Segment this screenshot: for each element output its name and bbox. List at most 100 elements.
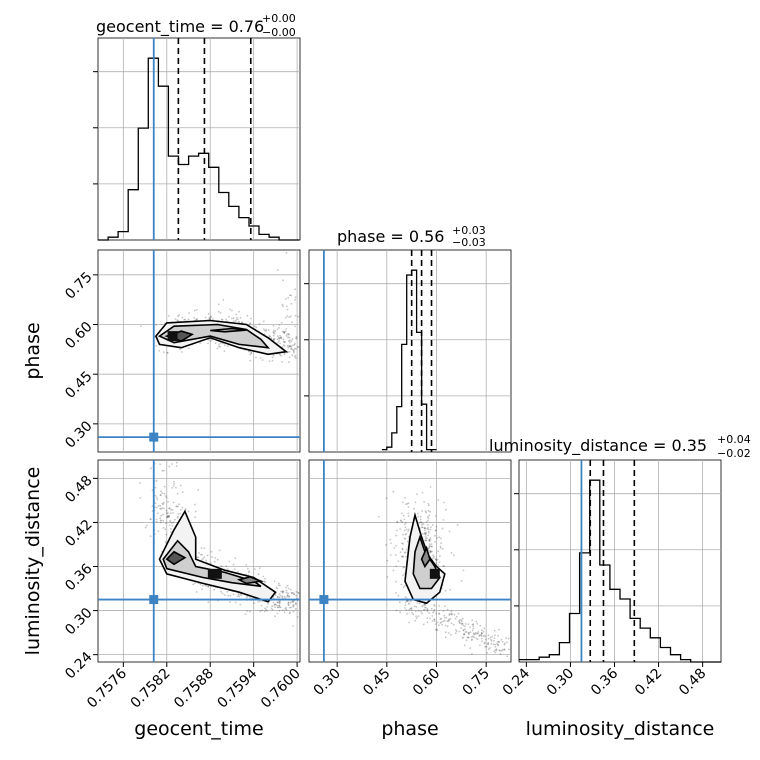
sample-point xyxy=(427,547,430,550)
sample-point xyxy=(278,604,281,607)
sample-point xyxy=(430,551,432,553)
sample-point xyxy=(406,503,409,505)
sample-point xyxy=(437,499,440,501)
sample-point xyxy=(154,494,157,497)
sample-point xyxy=(441,527,444,530)
sample-point xyxy=(424,535,427,538)
sample-point xyxy=(414,501,417,504)
sample-point xyxy=(435,525,438,528)
sample-point xyxy=(156,498,159,501)
sample-point xyxy=(157,530,160,532)
sample-point xyxy=(410,600,412,603)
sample-point xyxy=(403,566,406,569)
sample-point xyxy=(468,631,471,634)
sample-point xyxy=(438,612,440,615)
sample-point xyxy=(231,309,233,312)
sample-point xyxy=(281,330,284,333)
sample-point xyxy=(195,308,198,311)
sample-point xyxy=(274,330,277,333)
sample-point xyxy=(278,340,280,342)
sample-point xyxy=(494,643,496,646)
sample-point xyxy=(168,514,171,517)
sample-point xyxy=(248,350,251,353)
sample-point xyxy=(400,519,402,522)
sample-point xyxy=(168,507,171,510)
xlabel-luminosity-distance: luminosity_distance xyxy=(526,718,715,740)
sample-point xyxy=(220,565,223,567)
sample-point xyxy=(400,583,403,586)
sample-point xyxy=(445,508,447,511)
sample-point xyxy=(483,634,486,637)
sample-point xyxy=(438,613,441,615)
sample-point xyxy=(195,510,197,513)
sample-point xyxy=(425,520,428,523)
sample-point xyxy=(402,555,405,558)
sample-point xyxy=(490,643,493,645)
sample-point xyxy=(399,528,402,530)
sample-point xyxy=(289,611,291,614)
sample-point xyxy=(496,641,499,643)
sample-point xyxy=(278,609,281,612)
sample-point xyxy=(263,329,266,332)
sample-point xyxy=(475,620,478,623)
sample-point xyxy=(487,642,489,645)
sample-point xyxy=(460,627,462,629)
sample-point xyxy=(167,500,170,503)
sample-point xyxy=(165,496,168,499)
sample-point xyxy=(398,601,401,604)
sample-point xyxy=(159,517,162,520)
sample-point xyxy=(212,318,214,320)
sample-point xyxy=(401,542,404,544)
title-luminosity-distance-plus: +0.04 xyxy=(717,433,751,446)
sample-point xyxy=(164,540,167,543)
sample-point xyxy=(287,587,290,590)
sample-point xyxy=(238,310,241,313)
sample-point xyxy=(392,490,395,493)
sample-point xyxy=(385,497,388,500)
sample-point xyxy=(278,600,280,603)
sample-point xyxy=(177,505,179,508)
sample-point xyxy=(425,606,427,609)
sample-point xyxy=(414,619,417,622)
sample-point xyxy=(278,606,281,609)
sample-point xyxy=(451,613,453,616)
sample-point xyxy=(467,623,470,625)
sample-point xyxy=(395,534,397,537)
sample-point xyxy=(292,601,294,604)
sample-point xyxy=(278,327,280,329)
sample-point xyxy=(292,604,294,607)
sample-point xyxy=(422,523,425,526)
sample-point xyxy=(295,594,298,597)
sample-point xyxy=(499,650,502,652)
sample-point xyxy=(249,610,251,613)
sample-point xyxy=(283,331,286,334)
sample-point xyxy=(285,328,288,330)
sample-point xyxy=(400,555,403,558)
sample-point xyxy=(428,539,431,542)
sample-point xyxy=(294,602,297,605)
sample-point xyxy=(286,595,288,598)
sample-point xyxy=(282,305,284,308)
sample-point xyxy=(431,545,433,548)
contour-inner xyxy=(165,550,187,566)
sample-point xyxy=(237,570,240,573)
sample-point xyxy=(241,321,244,324)
sample-point xyxy=(438,536,441,538)
sample-point xyxy=(427,519,429,522)
sample-point xyxy=(292,350,295,353)
sample-point xyxy=(286,308,289,311)
y-tick-label: 0.36 xyxy=(62,561,95,594)
sample-point xyxy=(407,512,410,515)
sample-point xyxy=(503,643,506,646)
sample-point xyxy=(178,503,180,505)
sample-point xyxy=(284,597,286,599)
sample-point xyxy=(499,653,502,655)
sample-point xyxy=(149,535,152,538)
sample-point xyxy=(405,555,407,558)
sample-point xyxy=(289,601,292,604)
sample-point xyxy=(483,641,486,644)
sample-point xyxy=(421,510,424,512)
sample-point xyxy=(497,641,500,643)
sample-point xyxy=(291,338,294,340)
sample-point xyxy=(281,360,283,363)
